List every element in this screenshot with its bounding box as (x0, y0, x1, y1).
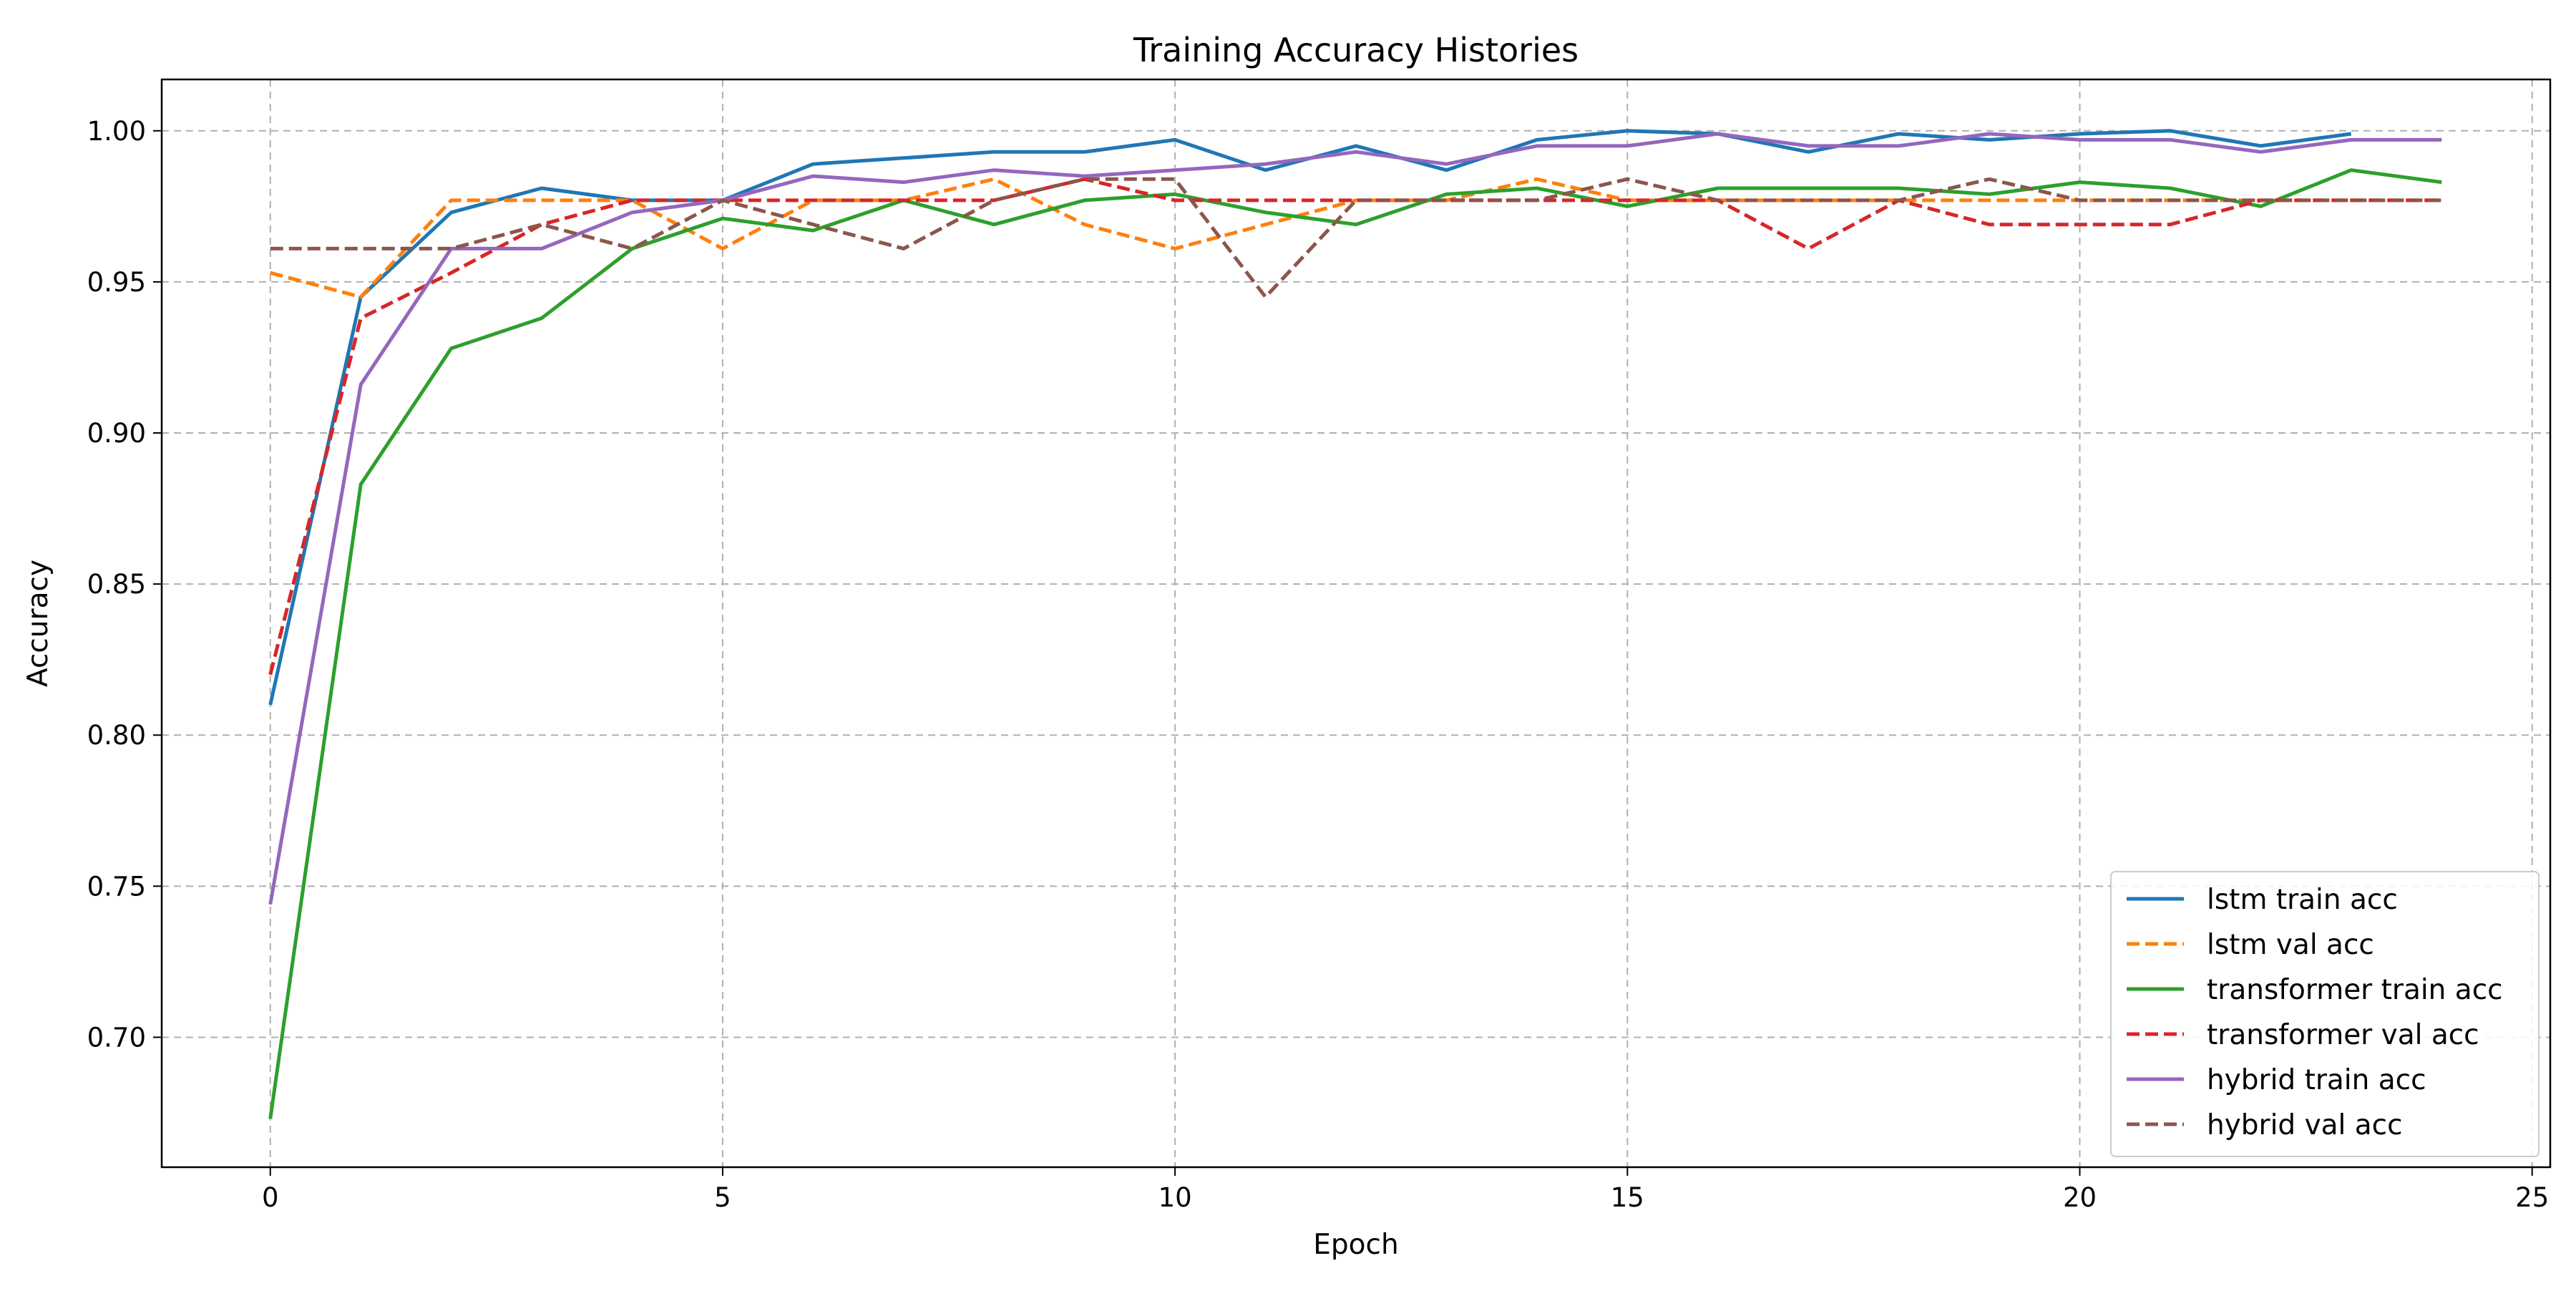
legend-label: transformer val acc (2207, 1019, 2479, 1051)
series-line-hybrid-train-acc (268, 132, 2442, 905)
series-line-transformer-val-acc (268, 177, 2442, 676)
x-tick-label: 5 (714, 1182, 731, 1213)
legend-label: lstm train acc (2207, 884, 2398, 916)
x-tick-label: 15 (1611, 1182, 1644, 1213)
legend: lstm train acc lstm val acc transformer tr… (2110, 871, 2540, 1157)
y-tick-label: 0.90 (87, 418, 146, 449)
series-lines (268, 129, 2442, 1119)
x-tick-label: 10 (1158, 1182, 1192, 1213)
plot-area-frame (160, 78, 2552, 1169)
x-axis-label: Epoch (1313, 1229, 1398, 1261)
y-axis-label: Accuracy (22, 560, 54, 687)
x-tick-label: 20 (2063, 1182, 2097, 1213)
legend-label: hybrid val acc (2207, 1109, 2403, 1141)
legend-label: hybrid train acc (2207, 1064, 2426, 1096)
y-tick-label: 0.80 (87, 720, 146, 751)
legend-label: lstm val acc (2207, 929, 2374, 961)
y-tick-label: 0.85 (87, 569, 146, 600)
legend-frame (2110, 871, 2540, 1157)
axis-ticks: 0 5 10 15 20 25 0.70 0.75 0.80 0.85 0.90 0.95 1.00 (87, 116, 2550, 1213)
grid-lines (162, 79, 2550, 1167)
y-tick-label: 0.70 (87, 1022, 146, 1053)
chart-title: Training Accuracy Histories (1133, 31, 1579, 69)
x-tick-label: 0 (262, 1182, 279, 1213)
y-tick-label: 0.95 (87, 267, 146, 298)
y-tick-label: 1.00 (87, 116, 146, 147)
y-tick-label: 0.75 (87, 871, 146, 902)
series-line-hybrid-val-acc (270, 177, 2442, 299)
legend-label: transformer train acc (2207, 974, 2503, 1006)
series-line-transformer-train-acc (268, 168, 2442, 1119)
x-tick-label: 25 (2515, 1182, 2549, 1213)
